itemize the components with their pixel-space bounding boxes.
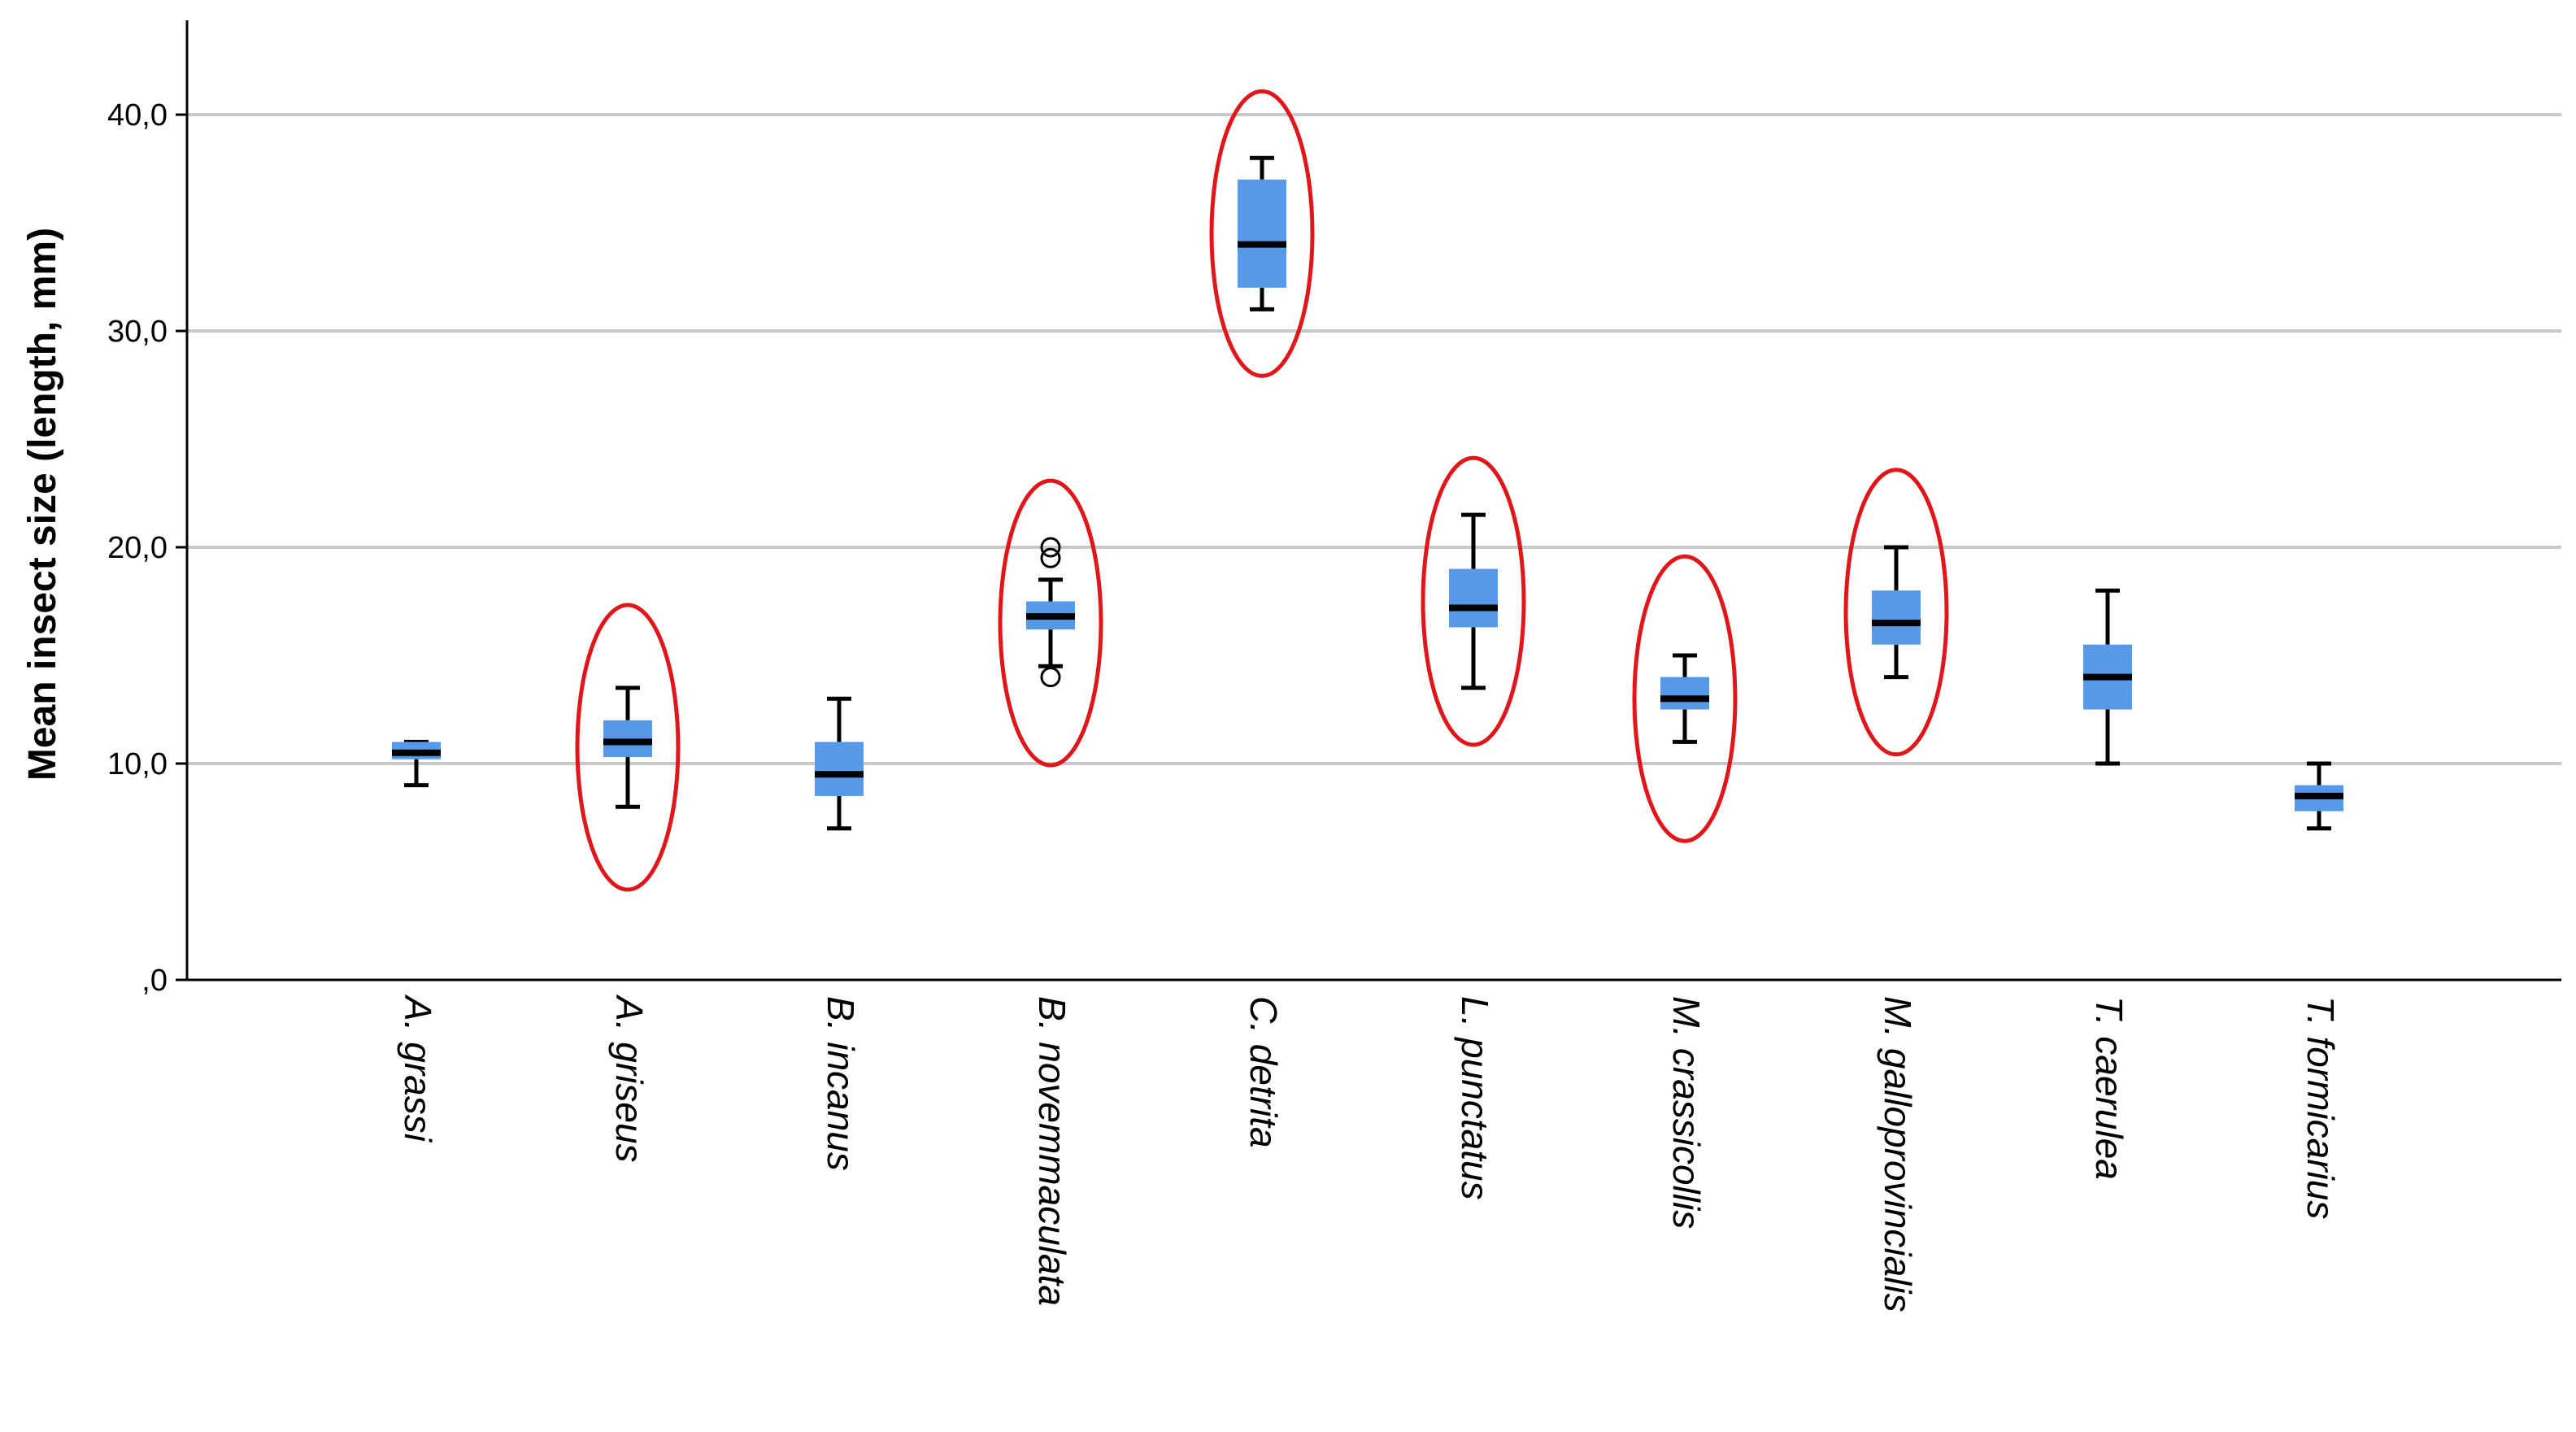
box-group xyxy=(1872,545,1921,680)
y-axis-label: Mean insect size (length, mm) xyxy=(21,228,64,781)
outlier-point xyxy=(1040,547,1061,568)
box-group xyxy=(2295,761,2343,831)
x-tick-label: B. novemmaculata xyxy=(1031,996,1073,1306)
x-tick-label: M. galloprovincialis xyxy=(1877,996,1919,1312)
box-group xyxy=(1449,512,1498,690)
y-tick-label: ,0 xyxy=(141,964,168,998)
x-tick-label: B. incanus xyxy=(820,996,862,1171)
y-tick-label: 20,0 xyxy=(107,531,168,565)
iqr-box xyxy=(1238,179,1286,288)
box-group xyxy=(1660,653,1709,744)
x-tick-labels: A. grassi A. griseus B. incanus B. novemmac… xyxy=(397,994,2342,1312)
box-group xyxy=(392,739,441,788)
highlight-ellipse xyxy=(1209,89,1315,378)
x-tick-label: A. grassi xyxy=(397,994,439,1143)
box-group xyxy=(815,696,864,831)
y-tick-labels: ,0 10,0 20,0 30,0 40,0 xyxy=(107,98,168,998)
highlight-ellipse xyxy=(1421,455,1526,747)
x-tick-label: L. punctatus xyxy=(1454,996,1496,1200)
x-tick-label: T. caerulea xyxy=(2088,996,2130,1180)
highlight-ellipse xyxy=(1843,468,1949,757)
iqr-box xyxy=(1449,568,1498,628)
highlight-ellipse xyxy=(575,603,681,892)
gridlines xyxy=(187,113,2561,765)
box-group xyxy=(2083,588,2132,766)
x-tick-label: A. griseus xyxy=(608,994,651,1163)
highlight-ellipses xyxy=(575,89,1949,892)
outlier-point xyxy=(1040,667,1061,688)
x-tick-label: M. crassicollis xyxy=(1665,996,1708,1229)
boxes xyxy=(392,155,2343,831)
box-group xyxy=(603,686,652,809)
highlight-ellipse xyxy=(998,478,1103,768)
y-tick-label: 40,0 xyxy=(107,98,168,133)
x-tick-label: C. detrita xyxy=(1242,996,1285,1148)
box-group xyxy=(1026,537,1075,688)
iqr-box xyxy=(1660,677,1709,710)
axes xyxy=(176,20,2561,982)
iqr-box xyxy=(815,742,864,796)
highlight-ellipse xyxy=(1632,554,1738,843)
box-group xyxy=(1238,155,1286,311)
iqr-box xyxy=(1872,590,1921,645)
y-tick-label: 30,0 xyxy=(107,315,168,349)
x-tick-label: T. formicarius xyxy=(2300,996,2342,1219)
y-tick-label: 10,0 xyxy=(107,747,168,781)
outlier-point xyxy=(1040,537,1061,558)
